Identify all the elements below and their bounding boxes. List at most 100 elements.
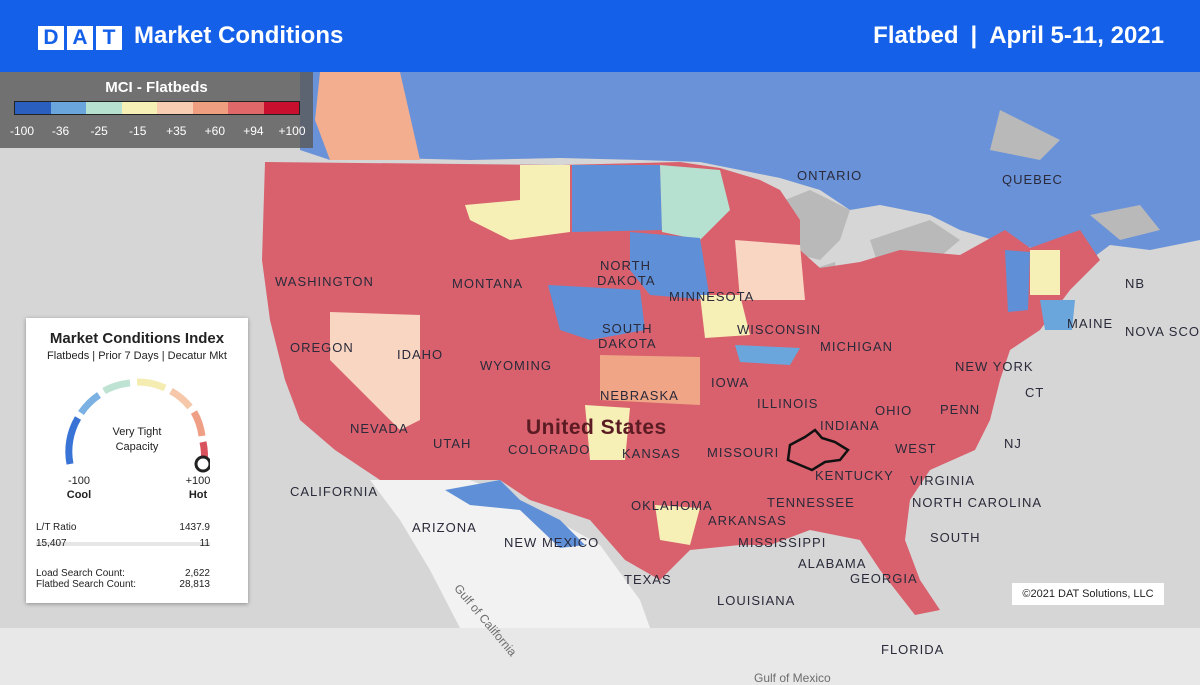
- gauge-segment-cool: [65, 416, 82, 465]
- texas-neutral: [585, 405, 700, 545]
- mci-tick-label: +94: [243, 124, 264, 138]
- mci-gauge: [65, 378, 210, 473]
- ma-cool: [1040, 300, 1075, 330]
- label-south-dakota-1: SOUTH: [602, 321, 653, 336]
- label-tennessee: TENNESSEE: [767, 495, 855, 510]
- label-louisiana: LOUISIANA: [717, 593, 796, 608]
- label-kentucky: KENTUCKY: [815, 468, 894, 483]
- lt-ratio-bar: [36, 542, 210, 546]
- decatur-market-outline[interactable]: [786, 428, 850, 472]
- copyright-notice: ©2021 DAT Solutions, LLC: [1012, 583, 1164, 605]
- flatbed-search-row: Flatbed Search Count: 28,813: [36, 579, 210, 590]
- minnesota-mild: [660, 165, 730, 240]
- mci-tick-label: -36: [51, 124, 70, 138]
- gauge-segment-neutral: [136, 378, 167, 392]
- ny-neutral: [1030, 250, 1060, 295]
- label-michigan: MICHIGAN: [820, 339, 893, 354]
- mci-tick-label: -100: [9, 124, 35, 138]
- label-wisconsin: WISCONSIN: [737, 322, 822, 337]
- load-truck-row: 15,407 11: [36, 538, 210, 549]
- label-north-carolina: NORTH CAROLINA: [912, 495, 1043, 510]
- mci-tick-label: +60: [204, 124, 226, 138]
- label-texas: TEXAS: [624, 572, 672, 587]
- label-illinois: ILLINOIS: [757, 396, 819, 411]
- gauge-min-label: Cool: [66, 489, 92, 501]
- mci-tick-label: -25: [90, 124, 108, 138]
- logo-letter: T: [96, 26, 122, 50]
- mci-color-swatch: [192, 102, 228, 114]
- label-quebec: QUEBEC: [1002, 172, 1063, 187]
- label-united-states: United States: [526, 416, 667, 439]
- montana-neutral: [465, 165, 570, 240]
- dat-logo: D A T: [38, 26, 125, 50]
- flatbed-search-value: 28,813: [179, 579, 210, 590]
- lt-ratio-row: L/T Ratio 1437.9: [36, 522, 210, 533]
- canada-region: [300, 72, 1200, 260]
- market-conditions-card: Market Conditions Index Flatbeds | Prior…: [26, 318, 248, 603]
- gauge-segment-cold: [78, 392, 102, 416]
- label-south-carolina: SOUTH: [930, 530, 981, 545]
- label-washington: WASHINGTON: [275, 274, 374, 289]
- load-search-label: Load Search Count:: [36, 568, 125, 579]
- lt-ratio-value: 1437.9: [179, 522, 210, 533]
- bc-hot-area: [315, 72, 420, 160]
- equipment-type: Flatbed: [873, 22, 959, 49]
- label-oklahoma: OKLAHOMA: [631, 498, 713, 513]
- kansas-warm: [600, 355, 700, 405]
- gauge-indicator: [194, 455, 210, 473]
- label-california: CALIFORNIA: [290, 484, 379, 499]
- label-nb: NB: [1125, 276, 1146, 291]
- mci-legend-title: MCI - Flatbeds: [105, 79, 208, 96]
- mci-color-swatch: [50, 102, 86, 114]
- label-new-york: NEW YORK: [955, 359, 1034, 374]
- mci-tick-label: +100: [278, 124, 306, 138]
- gauge-max-value: +100: [185, 475, 211, 487]
- label-nevada: NEVADA: [350, 421, 409, 436]
- gauge-min-value: -100: [67, 475, 91, 487]
- label-indiana: INDIANA: [820, 418, 880, 433]
- mci-color-swatch: [263, 102, 299, 114]
- label-minnesota: MINNESOTA: [669, 289, 755, 304]
- mci-color-swatch: [121, 102, 157, 114]
- gauge-max-label: Hot: [188, 489, 208, 501]
- logo-letter: D: [38, 26, 64, 50]
- ny-cool: [1005, 250, 1030, 312]
- lt-ratio-label: L/T Ratio: [36, 522, 77, 533]
- label-nj: NJ: [1004, 436, 1022, 451]
- new-mexico-cool: [445, 480, 585, 548]
- gauge-max: +100 Hot: [180, 474, 216, 502]
- illinois-cool: [735, 345, 800, 365]
- header-separator: |: [970, 22, 978, 49]
- mci-color-swatch: [228, 102, 264, 114]
- label-ohio: OHIO: [875, 403, 913, 418]
- mci-color-swatch: [86, 102, 122, 114]
- wisconsin-light: [735, 240, 805, 300]
- iowa-neutral: [700, 295, 750, 338]
- label-missouri: MISSOURI: [707, 445, 780, 460]
- label-ontario: ONTARIO: [797, 168, 863, 183]
- label-georgia: GEORGIA: [850, 571, 918, 586]
- gauge-min: -100 Cool: [64, 474, 94, 502]
- card-subtitle: Flatbeds | Prior 7 Days | Decatur Mkt: [47, 350, 227, 362]
- label-arizona: ARIZONA: [412, 520, 477, 535]
- capacity-status: Very Tight Capacity: [87, 425, 187, 455]
- label-north-dakota-2: DAKOTA: [597, 273, 656, 288]
- label-ct: CT: [1025, 385, 1045, 400]
- label-utah: UTAH: [433, 436, 472, 451]
- label-alabama: ALABAMA: [798, 556, 867, 571]
- mexico-region: [370, 480, 650, 628]
- label-north-dakota-1: NORTH: [600, 258, 651, 273]
- load-search-value: 2,622: [184, 568, 210, 579]
- card-title: Market Conditions Index: [49, 330, 225, 347]
- gauge-segment-hot: [190, 410, 206, 437]
- load-search-row: Load Search Count: 2,622: [36, 568, 210, 579]
- atlantic-canada: [990, 110, 1160, 240]
- label-virginia: VIRGINIA: [910, 473, 976, 488]
- label-south-dakota-2: DAKOTA: [598, 336, 657, 351]
- date-range: April 5-11, 2021: [989, 22, 1164, 49]
- gauge-segment-warm: [169, 387, 193, 410]
- north-dakota-cool: [572, 165, 662, 232]
- label-kansas: KANSAS: [622, 446, 681, 461]
- mci-tick-label: +35: [166, 124, 187, 138]
- mci-color-swatch: [157, 102, 193, 114]
